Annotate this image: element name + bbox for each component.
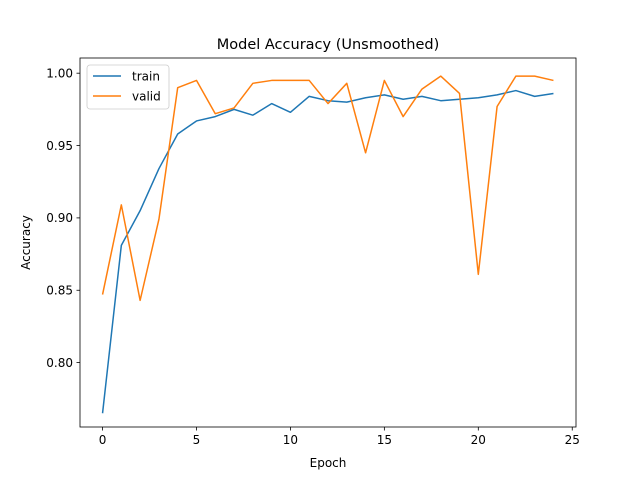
legend: train valid — [86, 64, 170, 110]
x-tick-label: 20 — [471, 433, 486, 447]
x-axis-title: Epoch — [310, 456, 347, 470]
y-axis-title: Accuracy — [19, 215, 33, 270]
x-axis: 0 5 10 15 20 25 — [99, 427, 580, 447]
y-tick-label: 1.00 — [46, 66, 73, 80]
series-layer — [101, 75, 554, 414]
x-tick-label: 5 — [193, 433, 201, 447]
chart-title: Model Accuracy (Unsmoothed) — [217, 37, 440, 53]
x-tick-label: 25 — [565, 433, 580, 447]
x-tick-label: 15 — [377, 433, 392, 447]
x-tick-label: 0 — [99, 433, 107, 447]
y-axis: 0.80 0.85 0.90 0.95 1.00 — [46, 66, 80, 370]
y-tick-label: 0.95 — [46, 139, 73, 153]
y-tick-label: 0.85 — [46, 284, 73, 298]
plot-frame — [79, 57, 577, 428]
x-tick-label: 10 — [283, 433, 298, 447]
legend-label-train: train — [132, 69, 160, 83]
legend-label-valid: valid — [132, 89, 161, 103]
series-line-train — [101, 89, 554, 414]
y-tick-label: 0.80 — [46, 356, 73, 370]
series-line-valid — [101, 75, 554, 302]
y-tick-label: 0.90 — [46, 211, 73, 225]
